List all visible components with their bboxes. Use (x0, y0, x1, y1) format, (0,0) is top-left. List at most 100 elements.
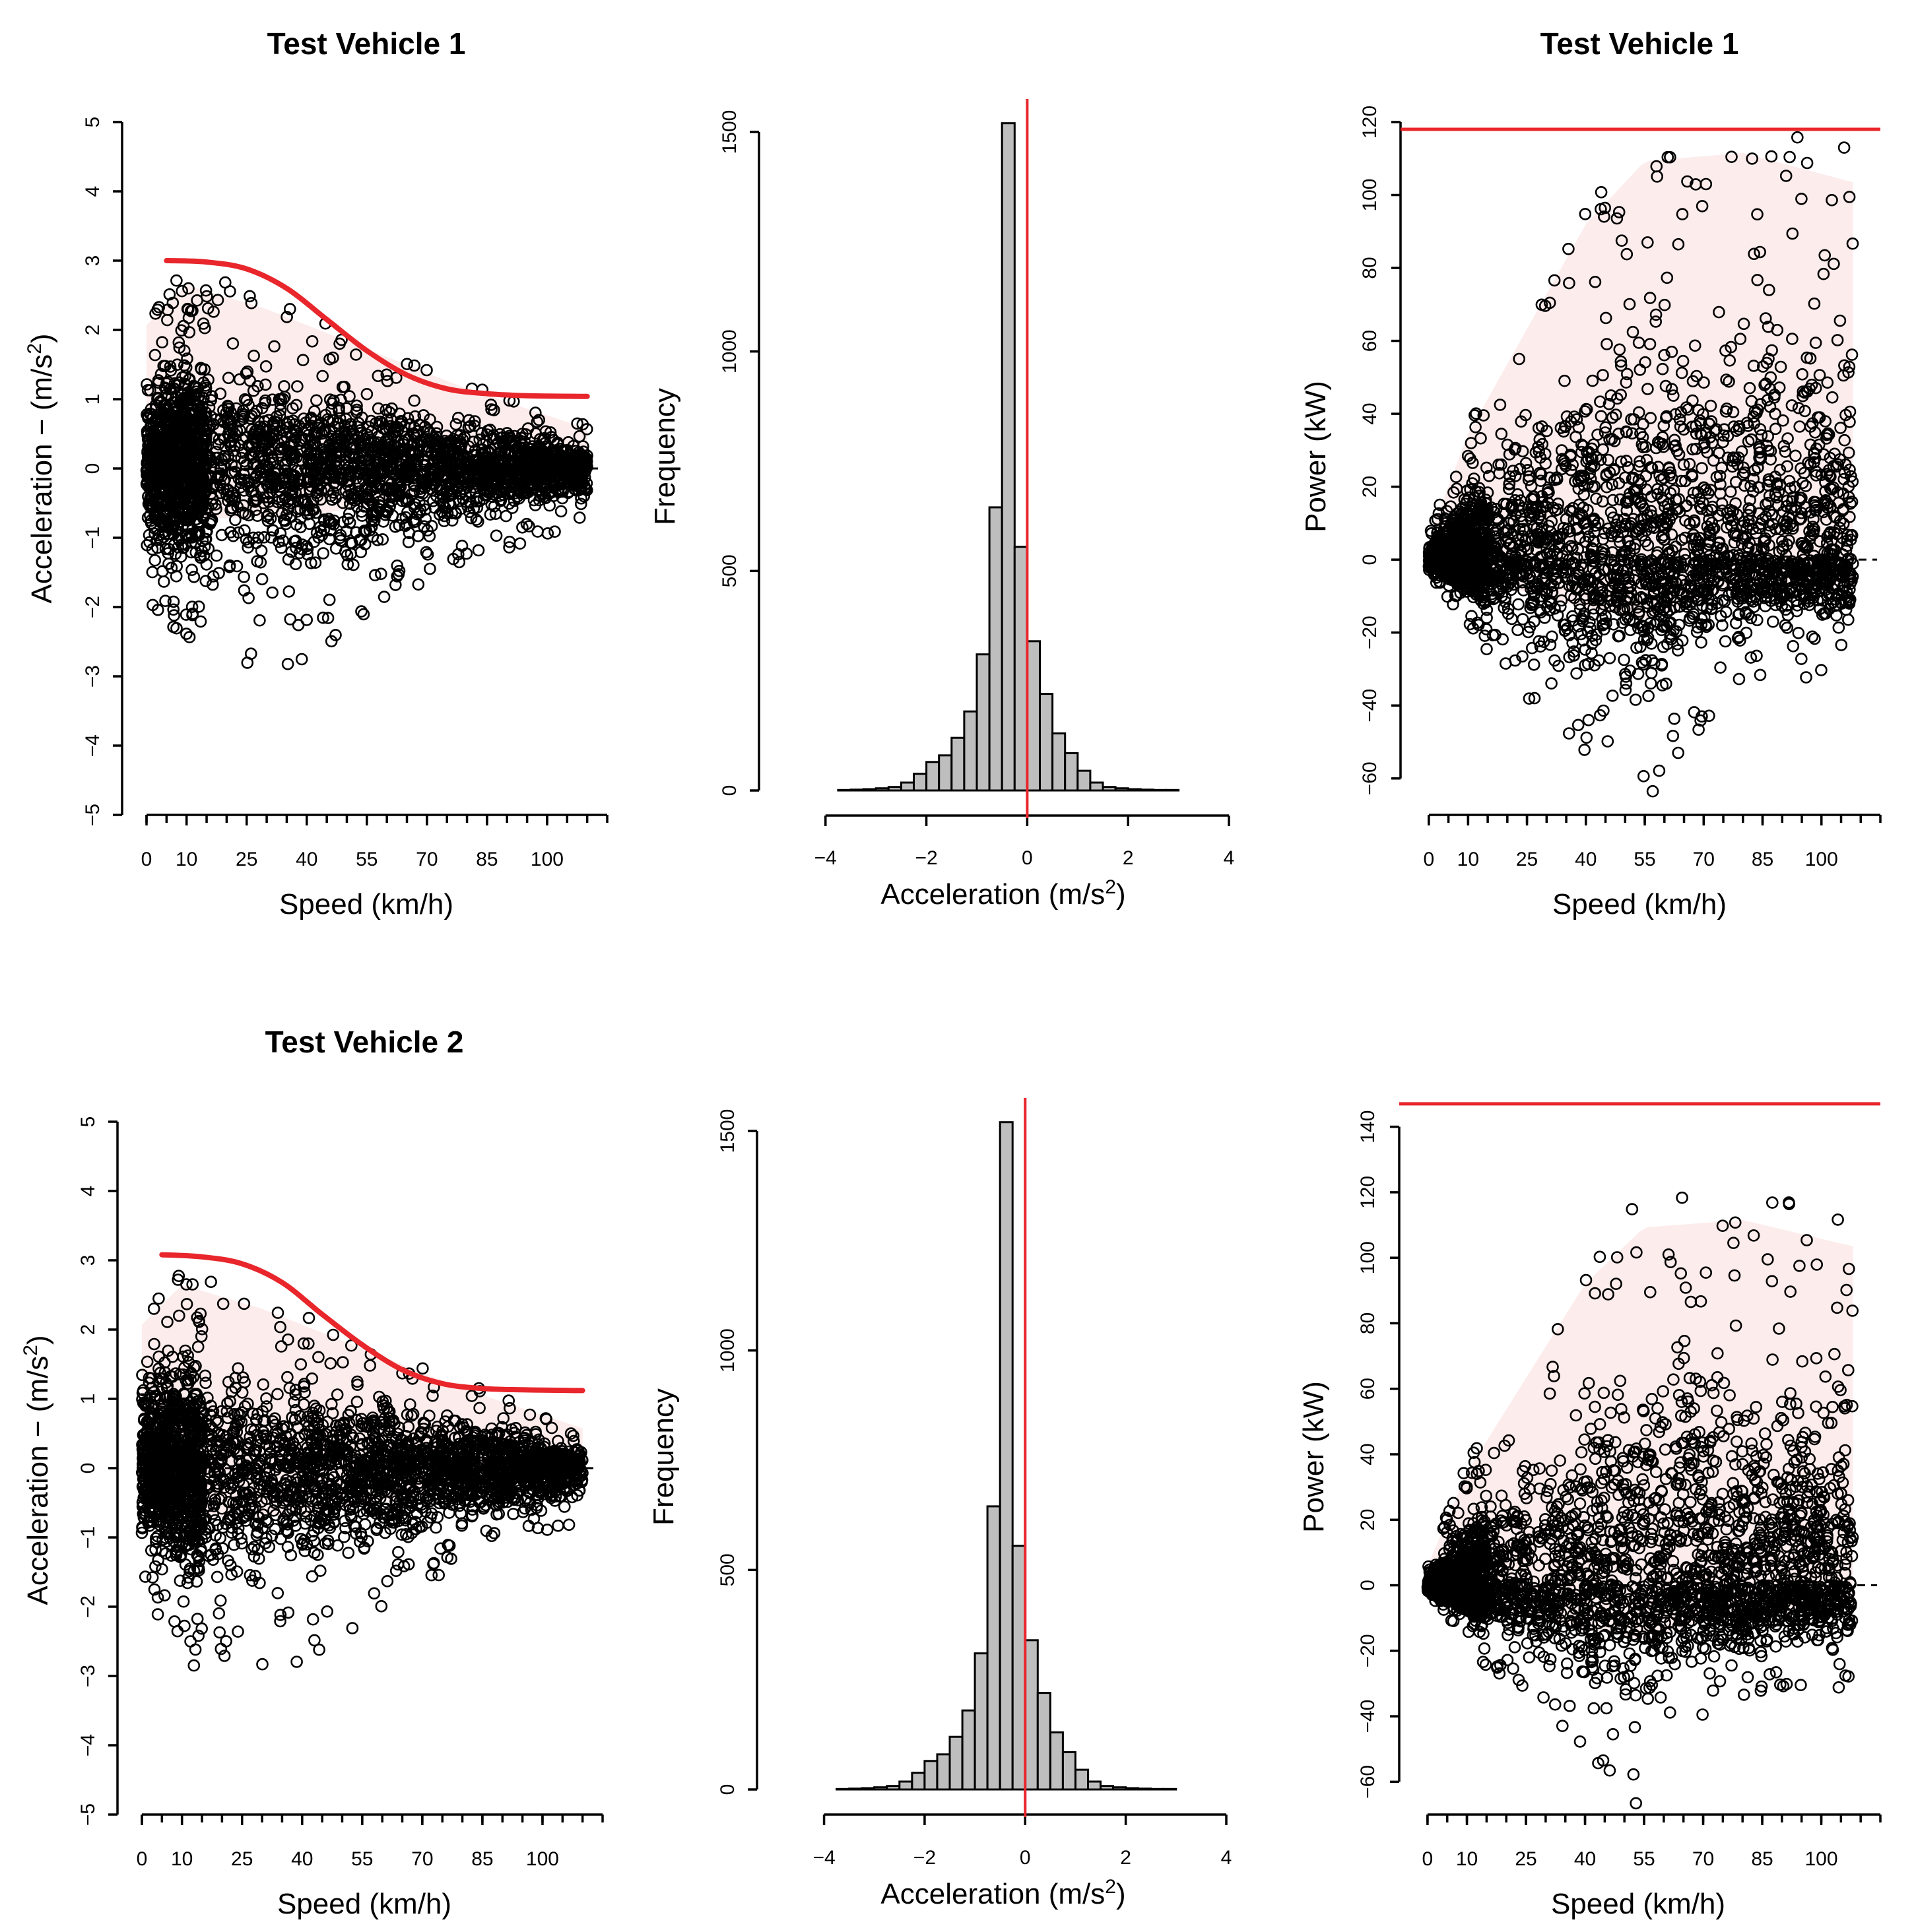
scatter-point (391, 559, 404, 572)
scatter-point (156, 336, 168, 349)
scatter-point (421, 548, 434, 561)
scatter-point (238, 570, 250, 583)
x-tick-label: 55 (1634, 849, 1655, 870)
scatter-point (402, 536, 415, 548)
histogram-bar (1127, 788, 1142, 792)
x-axis-label: Speed (km/h) (1552, 888, 1727, 920)
y-tick-label: 1500 (719, 110, 741, 154)
scatter-point (213, 567, 225, 579)
scatter-point (548, 525, 561, 538)
x-tick-label: 0 (1424, 849, 1435, 870)
y-tick-label: 500 (719, 554, 741, 587)
scatter-point (372, 370, 385, 383)
x-tick-label: 100 (531, 849, 564, 870)
x-tick-label: 40 (1575, 849, 1597, 870)
y-tick-label: −60 (1359, 761, 1381, 795)
histogram-bar (1114, 787, 1129, 792)
scatter-points (140, 274, 593, 670)
histogram-bar (950, 736, 966, 792)
chart-title: Test Vehicle 1 (1540, 26, 1739, 61)
histogram-bar (988, 506, 1003, 792)
scatter-point (472, 544, 485, 557)
scatter-point (167, 595, 180, 608)
y-tick-label: 5 (82, 117, 104, 128)
scatter-point (185, 564, 198, 577)
x-tick-label: 10 (176, 849, 197, 870)
scatter-point (214, 387, 227, 401)
x-tick-label: 0 (1022, 847, 1033, 869)
chart-title: Test Vehicle 1 (267, 26, 466, 61)
scatter-point (183, 631, 196, 643)
histogram-bar (963, 710, 978, 792)
scatter-point (412, 578, 425, 591)
scatter-point (470, 513, 483, 526)
x-tick-label: 0 (141, 849, 152, 870)
x-tick-label: 70 (1693, 849, 1715, 870)
scatter-point (401, 358, 414, 371)
scatter-point (210, 549, 223, 562)
scatter-point (182, 311, 195, 325)
scatter-point (484, 399, 498, 411)
scatter-point (372, 402, 385, 415)
x-tick-label: 2 (1123, 847, 1134, 869)
scatter-point (438, 515, 451, 528)
scatter-point (230, 560, 244, 573)
y-tick-label: 0 (719, 785, 741, 796)
y-axis-label: Frequency (649, 388, 681, 525)
y-tick-label: 40 (1359, 402, 1381, 424)
y-axis-label: Power (kW) (1300, 381, 1332, 532)
histogram-bar (1026, 640, 1041, 792)
histogram-bar (938, 754, 953, 792)
scatter-point (554, 505, 568, 518)
scatter-point (261, 515, 275, 527)
histogram-bar (1001, 122, 1016, 792)
y-tick-label: 2 (82, 325, 104, 336)
scatter-point (576, 440, 589, 453)
y-tick-label: −5 (82, 804, 104, 826)
histogram-bar (1076, 769, 1092, 792)
x-tick-label: 4 (1224, 847, 1235, 869)
scatter-point (172, 336, 185, 349)
y-tick-label: 0 (82, 463, 104, 474)
scatter-point (185, 600, 199, 614)
histogram-bar (925, 761, 941, 792)
scatter-point (343, 507, 356, 520)
y-tick-label: 4 (82, 186, 104, 197)
histogram-bar (1039, 693, 1054, 792)
histogram-bar (913, 773, 928, 792)
x-tick-label: 85 (1752, 849, 1773, 870)
scatter-point (238, 584, 251, 597)
scatter-point (334, 529, 347, 542)
y-tick-label: 3 (82, 255, 104, 267)
histogram-bar (900, 781, 915, 792)
scatter-point (357, 608, 370, 621)
scatter-point (248, 349, 260, 362)
scatter-point (186, 608, 199, 622)
x-tick-label: 40 (296, 849, 317, 870)
histogram-bar (975, 653, 991, 792)
scatter-point (187, 570, 201, 583)
scatter-point (267, 524, 280, 537)
histogram-bar (862, 788, 877, 792)
y-tick-label: −20 (1359, 616, 1381, 649)
histogram-bar (1102, 786, 1117, 792)
x-tick-label: −4 (814, 847, 837, 869)
x-tick-label: −2 (915, 847, 937, 869)
scatter-point (252, 531, 265, 544)
y-tick-label: −40 (1359, 689, 1381, 723)
x-tick-label: 100 (1805, 849, 1838, 870)
x-tick-label: 70 (416, 849, 438, 870)
scatter-point (266, 586, 279, 599)
x-tick-label: 10 (1457, 849, 1479, 870)
scatter-point (164, 360, 177, 373)
y-tick-label: 0 (1359, 554, 1381, 565)
y-tick-label: 100 (1359, 178, 1381, 211)
scatter-point (490, 529, 503, 542)
x-axis-label: Speed (km/h) (279, 888, 453, 920)
histogram-bar (1013, 546, 1028, 792)
scatter-point (173, 341, 186, 354)
y-tick-label: 20 (1359, 476, 1381, 498)
histogram-bar (1064, 752, 1079, 792)
scatter-point (199, 284, 213, 297)
